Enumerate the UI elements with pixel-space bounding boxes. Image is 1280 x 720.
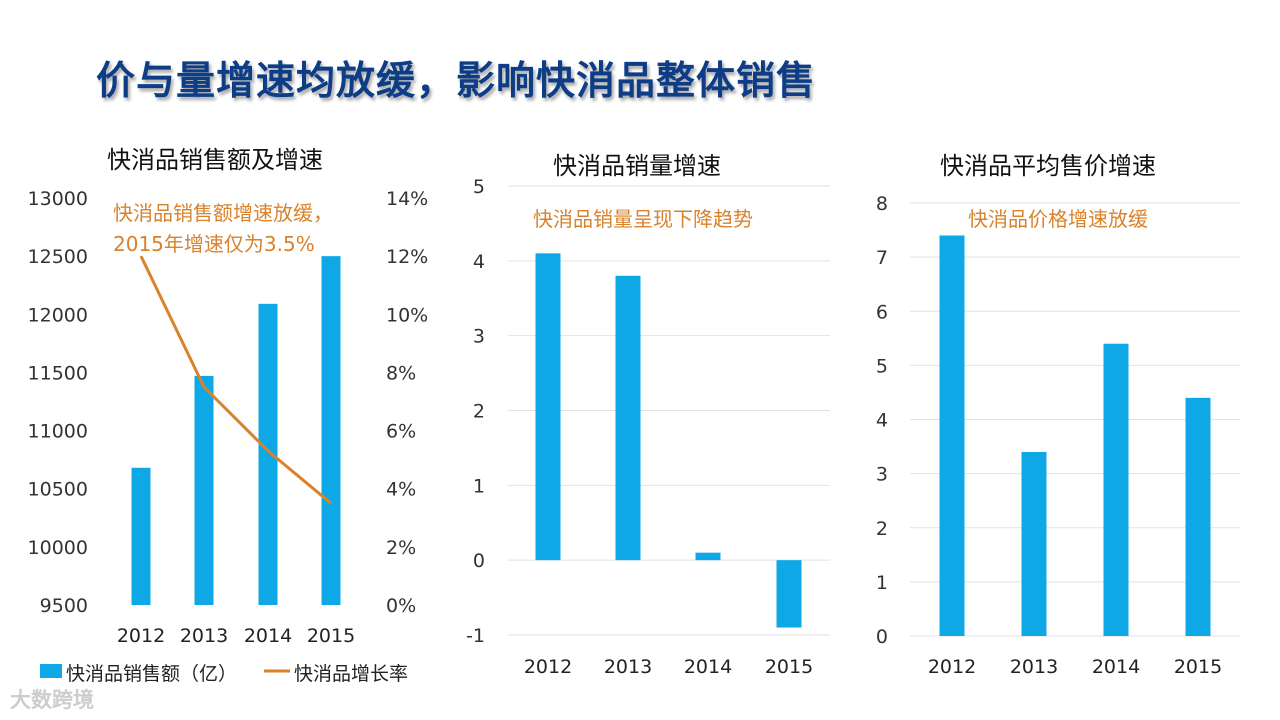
chart3-ytick: 8 — [876, 193, 888, 215]
chart2-bar-2014 — [695, 552, 721, 561]
chart1-xtick: 2013 — [180, 625, 228, 647]
chart3-ytick: 3 — [876, 464, 888, 486]
chart2-ytick: 5 — [473, 176, 485, 198]
chart1-ytick-right: 12% — [386, 246, 428, 268]
chart3-annotation: 快消品价格增速放缓 — [968, 207, 1148, 231]
chart1-bar-2015 — [321, 256, 341, 605]
chart2-bar-2013 — [615, 275, 641, 561]
legend-bar-swatch — [40, 664, 62, 678]
chart3-xtick: 2015 — [1174, 656, 1222, 678]
chart2-ytick: 3 — [473, 326, 485, 348]
chart1-ytick-left: 9500 — [40, 595, 88, 617]
chart2-ytick: 0 — [473, 550, 485, 572]
chart1-ytick-left: 11000 — [28, 421, 88, 443]
chart3-ytick: 5 — [876, 355, 888, 377]
chart3-ytick: 1 — [876, 572, 888, 594]
chart1-ytick-left: 11500 — [28, 362, 88, 384]
chart1-ytick-right: 4% — [386, 479, 416, 501]
chart2-ytick: 4 — [473, 251, 485, 273]
chart3-bar-2012 — [939, 235, 965, 636]
chart3-ytick: 2 — [876, 518, 888, 540]
chart1-xtick: 2014 — [244, 625, 292, 647]
chart3-bar-2014 — [1103, 343, 1129, 636]
chart1-title: 快消品销售额及增速 — [107, 146, 323, 174]
chart1-ytick-right: 2% — [386, 537, 416, 559]
chart1-xtick: 2012 — [117, 625, 165, 647]
chart3-bar-2013 — [1021, 451, 1047, 636]
chart2-xtick: 2014 — [684, 656, 732, 678]
chart2-xtick: 2013 — [604, 656, 652, 678]
chart1-ytick-left: 12000 — [28, 304, 88, 326]
chart3-xtick: 2013 — [1010, 656, 1058, 678]
watermark: 大数跨境 — [10, 688, 94, 712]
chart1-bar-2013 — [194, 375, 214, 605]
chart1-ytick-left: 13000 — [28, 188, 88, 210]
chart3-title: 快消品平均售价增速 — [940, 152, 1156, 180]
chart1-ytick-right: 14% — [386, 188, 428, 210]
chart2-ytick: -1 — [466, 625, 485, 647]
chart1-annotation-line2: 2015年增速仅为3.5% — [113, 232, 315, 256]
legend-bar-label: 快消品销售额（亿） — [66, 663, 237, 685]
chart3-xtick: 2012 — [928, 656, 976, 678]
chart2-annotation: 快消品销量呈现下降趋势 — [533, 207, 753, 231]
chart3-xtick: 2014 — [1092, 656, 1140, 678]
chart1-bar-2014 — [258, 303, 278, 605]
chart3-ytick: 7 — [876, 247, 888, 269]
chart2-ytick: 2 — [473, 401, 485, 423]
chart2-xtick: 2015 — [765, 656, 813, 678]
chart1-ytick-left: 10000 — [28, 537, 88, 559]
chart1-bar-2012 — [131, 467, 151, 605]
chart3-ytick: 6 — [876, 301, 888, 323]
chart1-ytick-right: 8% — [386, 362, 416, 384]
chart3-bar-2015 — [1185, 397, 1211, 636]
chart2-bar-2012 — [535, 253, 561, 561]
chart1-ytick-right: 6% — [386, 421, 416, 443]
chart1-growth-line — [139, 255, 332, 505]
chart2-xtick: 2012 — [524, 656, 572, 678]
chart2-title: 快消品销量增速 — [553, 152, 721, 180]
chart1-ytick-right: 0% — [386, 595, 416, 617]
chart1-annotation-line1: 快消品销售额增速放缓， — [113, 201, 333, 225]
chart1-ytick-left: 12500 — [28, 246, 88, 268]
chart1-xtick: 2015 — [307, 625, 355, 647]
chart2-ytick: 1 — [473, 475, 485, 497]
chart3-ytick: 4 — [876, 410, 888, 432]
legend-line-label: 快消品增长率 — [294, 663, 408, 685]
chart2-bar-2015 — [776, 560, 802, 628]
chart1-ytick-right: 10% — [386, 304, 428, 326]
chart1-ytick-left: 10500 — [28, 479, 88, 501]
chart3-ytick: 0 — [876, 626, 888, 648]
page-title: 价与量增速均放缓，影响快消品整体销售 — [96, 59, 817, 104]
